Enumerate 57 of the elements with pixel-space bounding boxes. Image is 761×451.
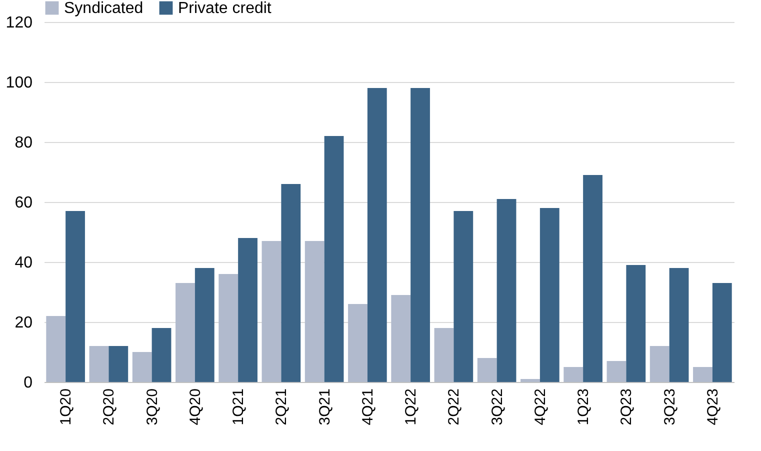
y-tick-label: 60 — [14, 194, 33, 212]
y-tick-label: 20 — [14, 314, 33, 332]
x-tick-label: 4Q20 — [186, 388, 204, 426]
bar — [626, 265, 646, 382]
bar — [583, 175, 602, 382]
bar — [304, 241, 324, 382]
bar — [391, 295, 411, 382]
x-tick-label: 1Q20 — [58, 388, 75, 426]
x-tick-label: 1Q21 — [230, 388, 248, 426]
bar — [89, 346, 109, 382]
x-tick-label: 3Q21 — [316, 388, 334, 426]
bar — [238, 238, 258, 382]
y-tick-label: 0 — [24, 374, 33, 392]
x-tick-label: 1Q22 — [402, 388, 420, 426]
y-tick-label: 80 — [14, 134, 33, 152]
legend-label: Syndicated — [64, 0, 144, 17]
bar — [262, 241, 282, 382]
bar — [108, 346, 128, 382]
x-tick-label: 1Q23 — [575, 388, 592, 426]
bar — [693, 367, 712, 382]
bar — [650, 346, 670, 382]
bar — [324, 136, 344, 382]
bar — [281, 184, 301, 382]
bar — [46, 316, 66, 382]
bar — [410, 88, 430, 382]
x-tick-label: 2Q23 — [618, 388, 636, 426]
bar — [520, 379, 540, 382]
x-tick-label: 4Q23 — [704, 388, 722, 426]
x-tick-label: 3Q20 — [144, 388, 161, 426]
bar — [348, 304, 368, 382]
bar — [152, 328, 172, 382]
x-tick-label: 3Q23 — [661, 388, 678, 426]
bar — [496, 199, 516, 382]
bar — [176, 283, 195, 382]
x-tick-label: 2Q22 — [446, 388, 463, 426]
x-tick-label: 3Q22 — [488, 388, 506, 426]
bar — [606, 361, 626, 382]
bar — [540, 208, 560, 382]
legend-label: Private credit — [178, 0, 272, 17]
y-tick-label: 120 — [6, 14, 33, 32]
x-tick-label: 2Q20 — [100, 388, 118, 426]
bar — [194, 268, 214, 382]
bar — [669, 268, 689, 382]
bar — [434, 328, 454, 382]
bar — [712, 283, 732, 382]
bar — [477, 358, 497, 382]
bar — [367, 88, 387, 382]
bar — [132, 352, 152, 382]
x-tick-label: 4Q22 — [532, 388, 549, 426]
bar — [454, 211, 474, 382]
y-tick-label: 40 — [14, 254, 33, 272]
x-tick-label: 2Q21 — [273, 388, 290, 426]
bar — [66, 211, 85, 382]
bar — [218, 274, 238, 382]
y-tick-label: 100 — [6, 74, 33, 92]
x-tick-label: 4Q21 — [359, 388, 376, 426]
bar — [564, 367, 584, 382]
